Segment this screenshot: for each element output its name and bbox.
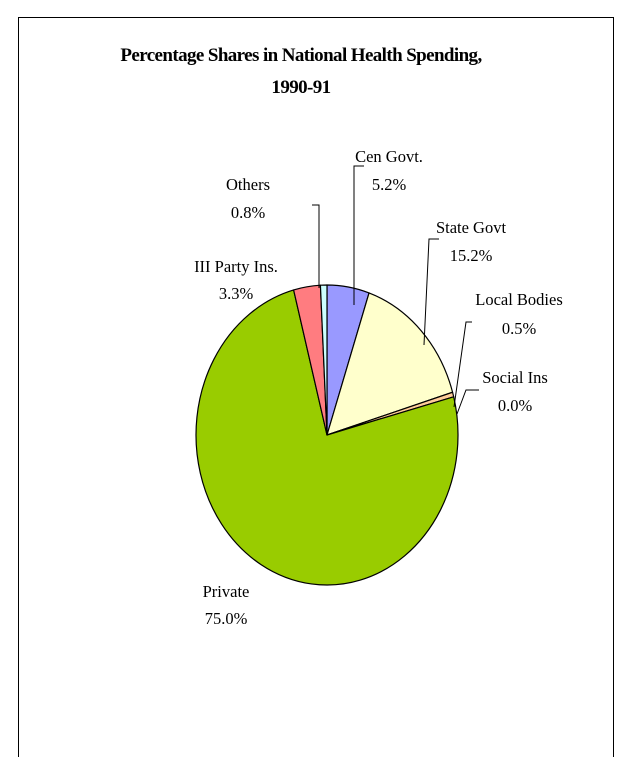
slice-value-label: 5.2% — [372, 175, 407, 194]
slice-labels: Cen Govt. 5.2% State Govt 15.2% Local Bodies… — [194, 147, 563, 628]
slice-label: Private — [203, 582, 250, 601]
leader-line — [453, 321, 472, 408]
leader-lines — [312, 165, 479, 415]
slice-value-label: 75.0% — [205, 609, 248, 628]
pie-slices — [195, 284, 459, 586]
leader-line — [312, 204, 320, 288]
pie-slice-others — [319, 284, 328, 436]
slice-value-label: 0.0% — [498, 396, 533, 415]
slice-label: Local Bodies — [475, 290, 563, 309]
slice-value-label: 3.3% — [219, 284, 254, 303]
slice-value-label: 0.5% — [502, 319, 537, 338]
pie-chart: Percentage Shares in National Health Spe… — [120, 45, 563, 628]
pie-slice-private — [195, 289, 459, 586]
chart-subtitle: 1990-91 — [271, 77, 330, 98]
slice-value-label: 0.8% — [231, 203, 266, 222]
slice-label: III Party Ins. — [194, 257, 278, 276]
leader-line — [423, 238, 439, 346]
leader-line — [353, 165, 364, 305]
slice-label: Cen Govt. — [355, 147, 423, 166]
slice-label: State Govt — [436, 218, 507, 237]
slice-label: Others — [226, 175, 270, 194]
pie-slice-state-govt — [326, 292, 454, 436]
leader-line — [456, 389, 479, 415]
chart-frame: Percentage Shares in National Health Spe… — [18, 17, 614, 757]
slice-value-label: 15.2% — [450, 246, 493, 265]
chart-title: Percentage Shares in National Health Spe… — [120, 45, 482, 66]
slice-label: Social Ins — [482, 368, 548, 387]
